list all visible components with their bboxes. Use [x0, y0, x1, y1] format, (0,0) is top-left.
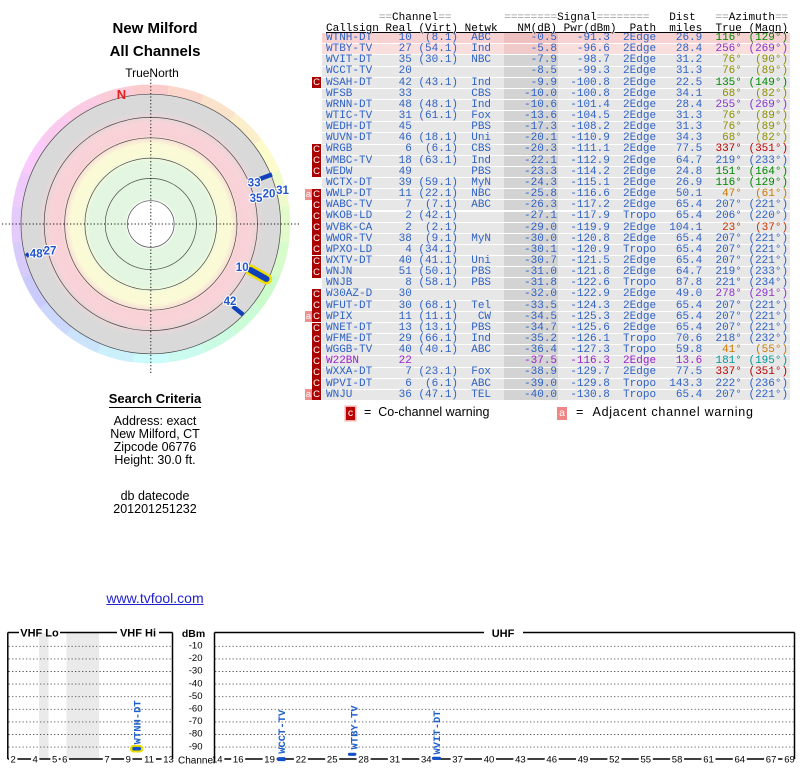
svg-text:-60: -60 [189, 704, 203, 715]
svg-text:-90: -90 [189, 741, 203, 752]
svg-text:34: 34 [421, 755, 432, 766]
svg-text:-20: -20 [189, 653, 203, 664]
svg-text:67: 67 [766, 755, 777, 766]
svg-text:VHF Hi: VHF Hi [120, 628, 156, 640]
svg-text:TrueNorth: TrueNorth [125, 66, 179, 80]
svg-text:5: 5 [52, 755, 57, 766]
svg-text:N: N [117, 87, 126, 102]
svg-text:25: 25 [327, 755, 338, 766]
svg-text:42: 42 [224, 296, 237, 308]
svg-text:10: 10 [236, 262, 249, 274]
svg-text:11: 11 [144, 755, 154, 766]
svg-text:VHF Lo: VHF Lo [20, 628, 59, 640]
svg-text:19: 19 [264, 755, 275, 766]
svg-text:43: 43 [515, 755, 526, 766]
svg-text:UHF: UHF [492, 628, 515, 640]
svg-text:61: 61 [703, 755, 714, 766]
svg-text:33: 33 [248, 178, 261, 190]
svg-text:55: 55 [641, 755, 652, 766]
svg-text:69: 69 [784, 755, 795, 766]
svg-text:20: 20 [263, 189, 276, 201]
svg-text:dBm: dBm [182, 628, 205, 640]
svg-text:46: 46 [546, 755, 557, 766]
svg-text:58: 58 [672, 755, 683, 766]
svg-text:7: 7 [104, 755, 109, 766]
svg-text:27: 27 [44, 246, 57, 258]
svg-text:-30: -30 [189, 666, 203, 677]
svg-text:31: 31 [276, 185, 289, 197]
svg-text:-40: -40 [189, 678, 203, 689]
svg-text:-70: -70 [189, 716, 203, 727]
svg-text:2: 2 [11, 755, 16, 766]
svg-text:9: 9 [126, 755, 131, 766]
svg-text:49: 49 [578, 755, 589, 766]
svg-text:WTNH-DT: WTNH-DT [132, 700, 144, 744]
svg-text:WCCT-TV: WCCT-TV [277, 709, 289, 754]
svg-text:-50: -50 [189, 691, 203, 702]
svg-text:-10: -10 [189, 641, 203, 652]
svg-text:6: 6 [62, 755, 67, 766]
svg-text:WVIT-DT: WVIT-DT [432, 710, 444, 754]
svg-text:13: 13 [163, 755, 174, 766]
svg-text:14: 14 [212, 755, 223, 766]
svg-text:16: 16 [233, 755, 244, 766]
svg-text:28: 28 [358, 755, 369, 766]
svg-text:40: 40 [484, 755, 495, 766]
svg-text:52: 52 [609, 755, 620, 766]
svg-text:Channel: Channel [178, 756, 215, 767]
svg-text:37: 37 [452, 755, 463, 766]
svg-text:35: 35 [250, 193, 263, 205]
svg-text:4: 4 [33, 755, 38, 766]
svg-text:64: 64 [735, 755, 746, 766]
svg-text:48: 48 [30, 249, 43, 261]
svg-text:31: 31 [390, 755, 401, 766]
svg-text:22: 22 [296, 755, 307, 766]
svg-text:WTBY-TV: WTBY-TV [349, 705, 361, 750]
svg-text:-80: -80 [189, 729, 203, 740]
